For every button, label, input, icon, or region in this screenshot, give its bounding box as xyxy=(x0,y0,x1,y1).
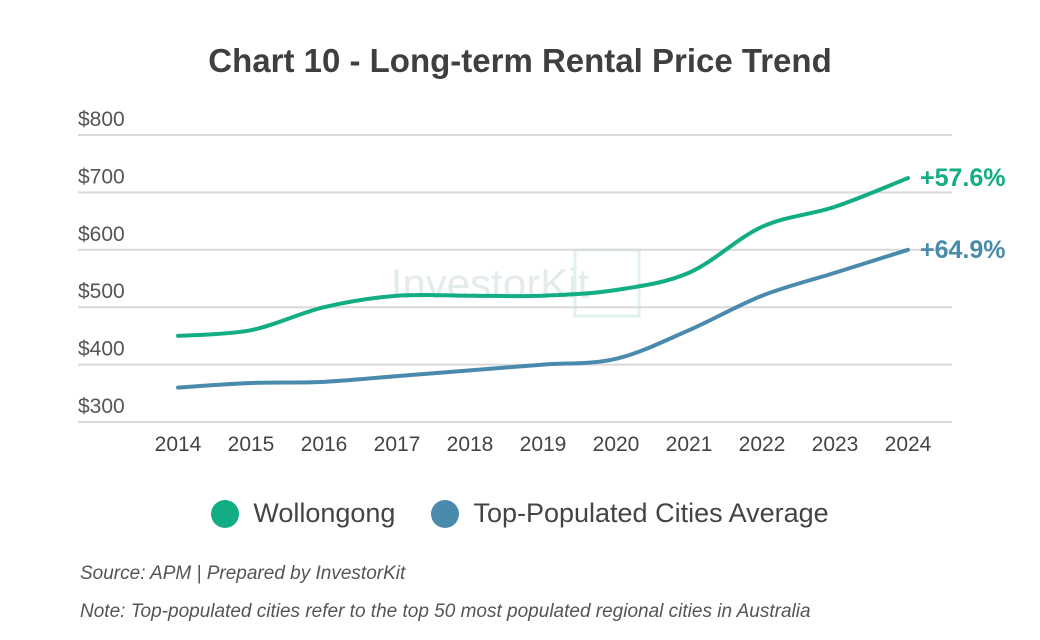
legend-item-wollongong: Wollongong xyxy=(211,498,395,529)
x-tick-label: 2015 xyxy=(228,433,275,456)
legend-item-top-populated: Top-Populated Cities Average xyxy=(431,498,829,529)
y-tick-label: $800 xyxy=(78,108,125,131)
legend-label: Top-Populated Cities Average xyxy=(473,498,829,528)
x-tick-label: 2014 xyxy=(155,433,202,456)
legend: Wollongong Top-Populated Cities Average xyxy=(0,498,1040,529)
x-tick-label: 2024 xyxy=(885,433,932,456)
end-label: +64.9% xyxy=(920,236,1006,264)
watermark: InvestorKit xyxy=(391,260,590,307)
end-label: +57.6% xyxy=(920,164,1006,192)
x-tick-label: 2017 xyxy=(374,433,421,456)
line-chart: InvestorKit $300 $400 $500 $600 $700 $800 2014 2… xyxy=(78,108,1006,456)
x-tick-label: 2019 xyxy=(520,433,567,456)
x-tick-label: 2021 xyxy=(666,433,713,456)
footnote: Note: Top-populated cities refer to the … xyxy=(80,601,811,622)
series-line-1 xyxy=(176,247,910,390)
x-tick-label: 2016 xyxy=(301,433,348,456)
source-note: Source: APM | Prepared by InvestorKit xyxy=(80,563,406,584)
chart-title: Chart 10 - Long-term Rental Price Trend xyxy=(208,42,832,79)
legend-label: Wollongong xyxy=(253,498,396,528)
x-tick-label: 2020 xyxy=(593,433,640,456)
x-tick-label: 2018 xyxy=(447,433,494,456)
series-line-0 xyxy=(176,176,910,338)
y-tick-label: $700 xyxy=(78,165,125,188)
y-tick-label: $500 xyxy=(78,280,125,303)
y-tick-label: $600 xyxy=(78,223,125,246)
legend-swatch xyxy=(211,499,240,528)
x-tick-label: 2023 xyxy=(812,433,859,456)
y-tick-label: $300 xyxy=(78,395,125,418)
legend-swatch xyxy=(431,499,460,528)
x-tick-label: 2022 xyxy=(739,433,786,456)
y-tick-label: $400 xyxy=(78,338,125,361)
